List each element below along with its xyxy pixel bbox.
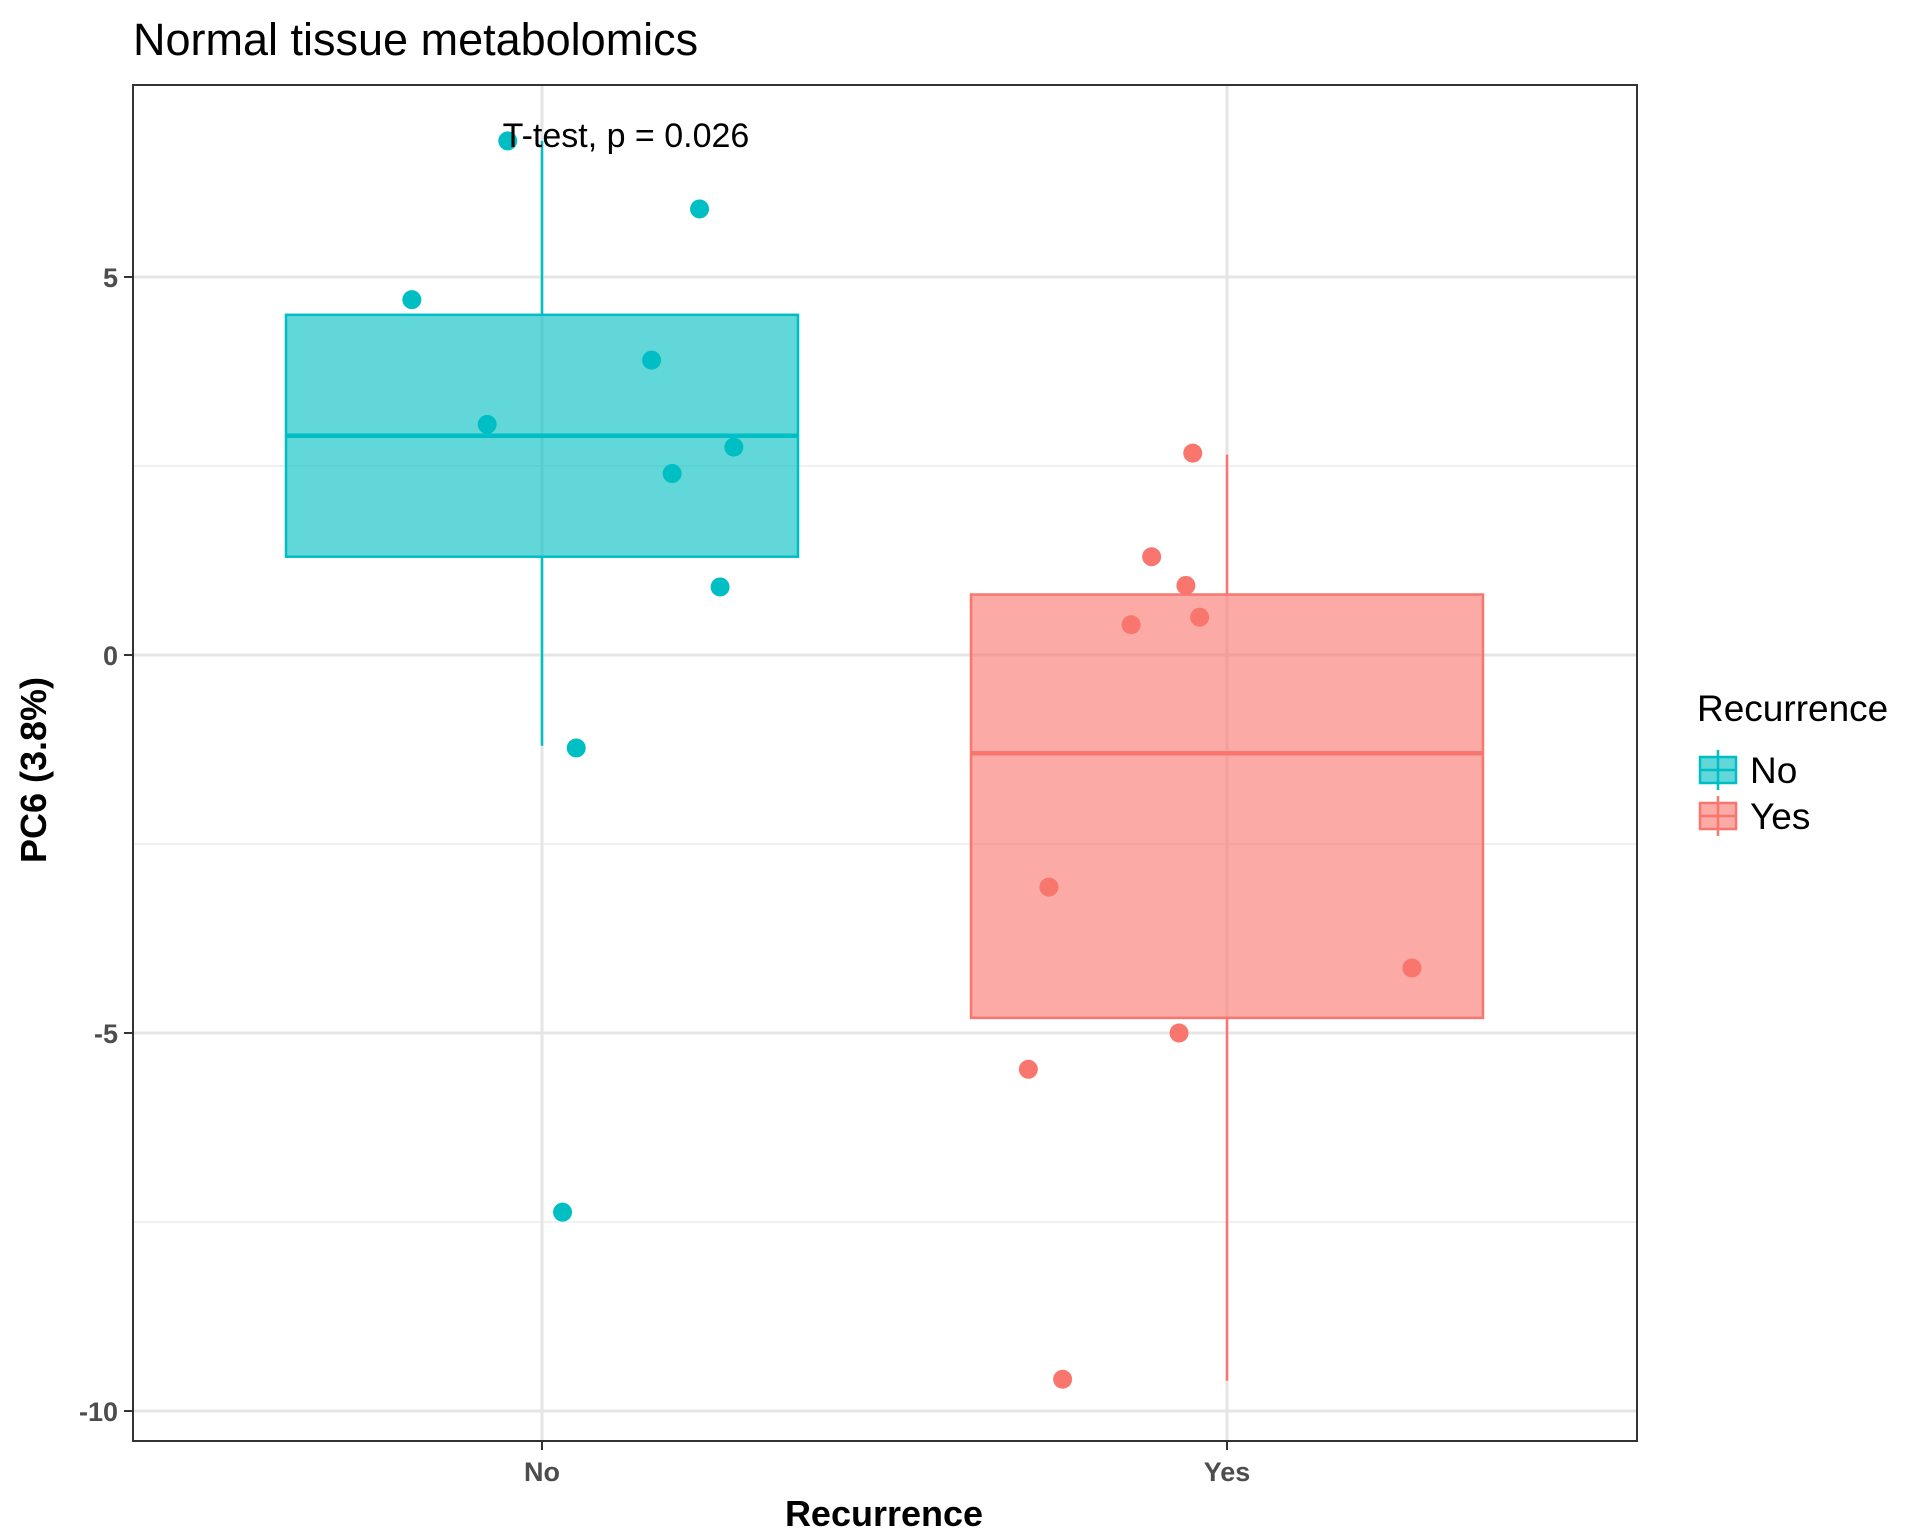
legend: Recurrence No Yes — [1697, 688, 1888, 837]
x-axis-title: Recurrence — [785, 1493, 983, 1534]
data-point — [1018, 1059, 1038, 1079]
y-tick-label: 5 — [103, 263, 118, 293]
y-axis-title: PC6 (3.8%) — [13, 677, 54, 863]
data-point — [1183, 443, 1203, 463]
data-point — [724, 437, 744, 457]
data-point — [690, 199, 710, 219]
y-tick-label: 0 — [103, 641, 118, 671]
data-point — [1176, 575, 1196, 595]
data-point — [1190, 607, 1210, 627]
data-point — [1053, 1369, 1073, 1389]
x-tick-label: Yes — [1204, 1457, 1251, 1487]
y-tick-label: -10 — [79, 1397, 118, 1427]
y-tick-label: -5 — [94, 1019, 118, 1049]
data-point — [553, 1202, 573, 1222]
data-point — [566, 738, 586, 758]
legend-label-no: No — [1750, 750, 1797, 791]
data-point — [477, 414, 497, 434]
data-point — [1402, 958, 1422, 978]
plot-panel: T-test, p = 0.026 -10 -5 0 5 No Yes — [79, 84, 1638, 1487]
chart-title: Normal tissue metabolomics — [133, 14, 698, 65]
data-point — [642, 350, 662, 370]
data-point — [1121, 615, 1141, 635]
box-yes — [969, 593, 1485, 1020]
data-point — [662, 464, 682, 484]
data-point — [1142, 547, 1162, 567]
data-point — [710, 577, 730, 597]
data-point — [1169, 1023, 1189, 1043]
data-point — [498, 131, 518, 151]
data-point — [1039, 877, 1059, 897]
panel-border — [132, 84, 1638, 1442]
test-annotation: T-test, p = 0.026 — [503, 117, 750, 155]
legend-title: Recurrence — [1697, 688, 1888, 729]
data-point — [402, 290, 422, 310]
legend-label-yes: Yes — [1750, 796, 1810, 837]
x-tick-label: No — [524, 1457, 560, 1487]
